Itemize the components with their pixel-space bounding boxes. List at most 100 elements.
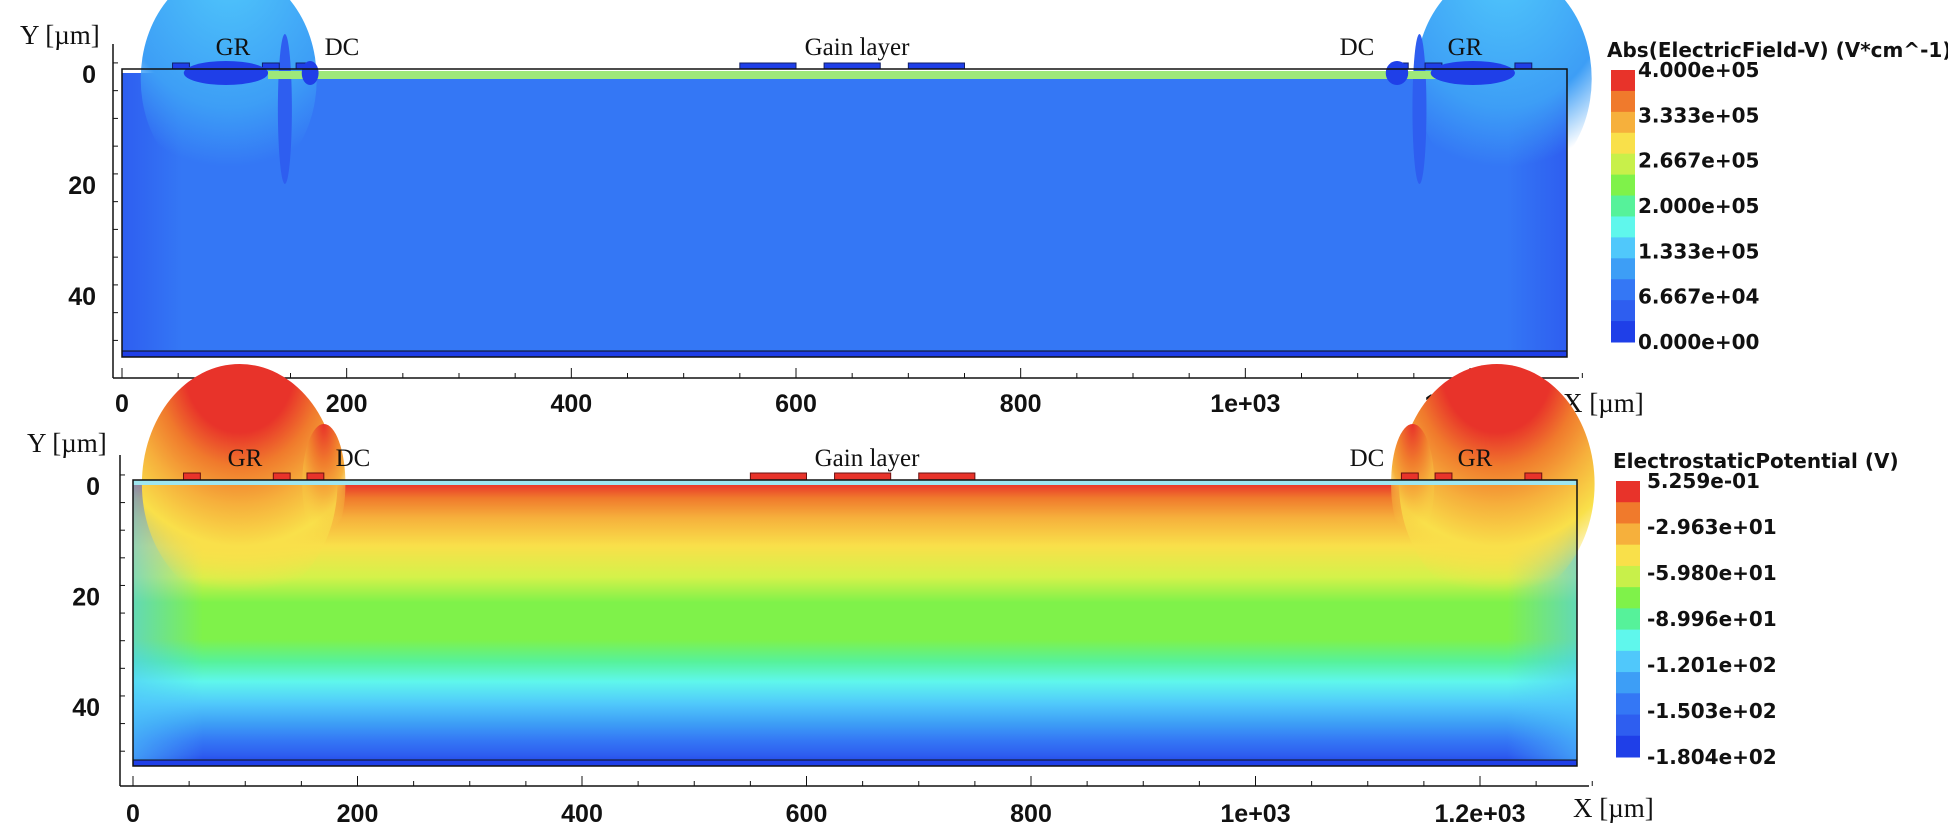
legend-color-band (1611, 279, 1635, 301)
region-label: GR (216, 34, 251, 61)
implant-3 (1430, 61, 1515, 85)
plot-frame (121, 68, 1568, 358)
legend-color-band (1616, 565, 1640, 588)
y-tick-label: 40 (72, 694, 100, 722)
potential-panel: 0 200 400 600 800 1e+03 1.2e+03 0 20 40 Y [µm] X [µ… (27, 364, 1899, 828)
electrode-5 (918, 472, 976, 481)
field-bottom-band (122, 351, 1567, 357)
y-tick-label: 0 (86, 473, 100, 501)
electrode-8 (1524, 472, 1543, 481)
legend-color-band (1611, 237, 1635, 259)
legend-color-band (1611, 258, 1635, 280)
plot-frame (132, 479, 1578, 767)
field-gr-bulge-1 (1415, 0, 1592, 189)
region-label: DC (336, 445, 371, 472)
region-label: GR (228, 445, 263, 472)
x-tick-label: 0 (126, 800, 140, 828)
y-axis-label: Y [µm] (27, 428, 107, 458)
electrode-1 (261, 62, 280, 70)
legend-color-band (1616, 544, 1640, 567)
legend-color-band (1611, 195, 1635, 217)
region-label: DC (1350, 445, 1385, 472)
legend-value: 0.000e+00 (1638, 330, 1759, 354)
legend-value: 2.667e+05 (1638, 149, 1759, 173)
y-tick-label: 20 (72, 584, 100, 612)
x-tick-label: 200 (326, 390, 368, 418)
legend-color-band (1616, 735, 1640, 758)
x-axis-label: X [µm] (1573, 793, 1654, 823)
legend-value: 1.333e+05 (1638, 239, 1759, 263)
region-label: DC (1340, 34, 1375, 61)
legend-color-band (1611, 174, 1635, 197)
legend-color-band (1611, 300, 1635, 322)
x-tick-label: 800 (1000, 390, 1042, 418)
potential-axes: 0 200 400 600 800 1e+03 1.2e+03 0 20 40 Y [µm] X [µ… (27, 428, 1654, 828)
x-tick-label: 1e+03 (1220, 800, 1290, 828)
y-axis-label: Y [µm] (20, 20, 100, 50)
legend-value: 5.259e-01 (1647, 469, 1760, 493)
legend-value: 2.000e+05 (1638, 194, 1759, 218)
legend-color-band (1616, 650, 1640, 673)
legend-color-band (1616, 502, 1640, 524)
region-label: GR (1458, 445, 1493, 472)
x-tick-label: 400 (561, 800, 603, 828)
legend-color-band (1611, 153, 1635, 176)
implant-1 (301, 61, 319, 85)
potential-surface-oxide (133, 480, 1577, 485)
legend-color-band (1616, 693, 1640, 716)
legend-value: -1.201e+02 (1647, 653, 1777, 677)
x-tick-label: 600 (775, 390, 817, 418)
electrode-0 (183, 472, 201, 481)
legend-title: Abs(ElectricField-V) (V*cm^-1) (1607, 38, 1948, 62)
legend-color-band (1616, 608, 1640, 631)
field-surface-strip (268, 71, 1437, 79)
legend-color-band (1616, 672, 1640, 694)
x-tick-label: 200 (337, 800, 379, 828)
potential-background (133, 484, 1577, 766)
legend-value: -8.996e+01 (1647, 607, 1777, 631)
region-label: GR (1448, 34, 1483, 61)
electrode-2 (306, 472, 325, 481)
legend-color-band (1611, 111, 1635, 134)
implant-2 (1385, 61, 1409, 85)
legend-value: 6.667e+04 (1638, 285, 1759, 309)
x-tick-label: 1e+03 (1210, 390, 1280, 418)
potential-plot-area (132, 364, 1595, 767)
potential-bottom-band (133, 760, 1577, 766)
field-gr-bulge-0 (140, 0, 317, 189)
electric-field-plot-area (121, 0, 1592, 358)
x-tick-label: 800 (1010, 800, 1052, 828)
electrode-4 (823, 62, 881, 70)
legend-color-band (1616, 587, 1640, 609)
electrode-1 (272, 472, 291, 481)
legend-value: 3.333e+05 (1638, 103, 1759, 127)
region-label: DC (325, 34, 360, 61)
electrode-3 (739, 62, 797, 70)
potential-legend: ElectrostaticPotential (V)5.259e-01 -2.96… (1613, 449, 1899, 769)
x-axis-label: X [µm] (1563, 388, 1644, 418)
implant-0 (183, 61, 269, 85)
x-tick-label: 600 (786, 800, 828, 828)
legend-value: -2.963e+01 (1647, 515, 1777, 539)
electrode-5 (907, 62, 965, 70)
electrode-3 (749, 472, 807, 481)
legend-color-band (1611, 321, 1635, 343)
region-label: Gain layer (815, 445, 920, 472)
y-tick-label: 40 (68, 283, 96, 311)
legend-color-band (1616, 523, 1640, 546)
legend-color-band (1616, 714, 1640, 737)
field-dc-column-0 (277, 34, 292, 184)
legend-color-band (1611, 216, 1635, 238)
electrode-8 (1514, 62, 1533, 70)
electrode-0 (172, 62, 190, 70)
region-label: Gain layer (805, 34, 910, 61)
x-tick-label: 0 (115, 390, 129, 418)
x-tick-label: 400 (550, 390, 592, 418)
electric-field-legend: Abs(ElectricField-V) (V*cm^-1)4.000e+05 3… (1607, 38, 1948, 354)
legend-title: ElectrostaticPotential (V) (1613, 449, 1899, 473)
legend-value: 4.000e+05 (1638, 58, 1759, 82)
field-background (122, 73, 1567, 357)
